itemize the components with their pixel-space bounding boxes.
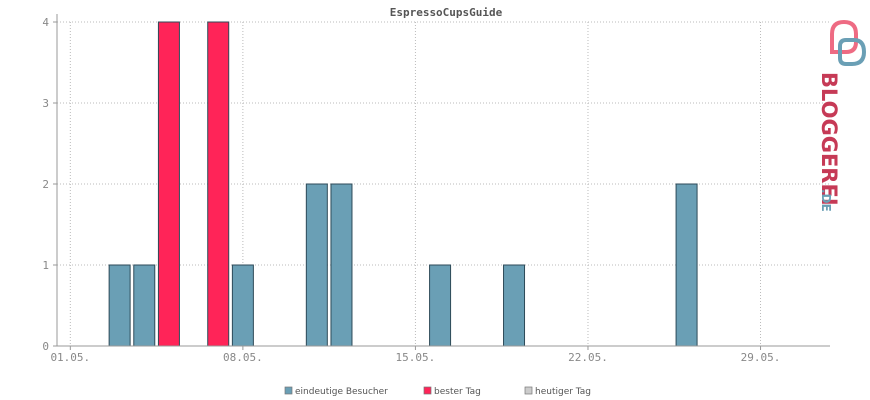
bar-unique-visitors xyxy=(429,264,452,347)
logo-mark-icon xyxy=(830,19,858,54)
bar-unique-visitors xyxy=(330,183,353,347)
y-tick-label: 4 xyxy=(42,16,49,29)
bar-unique-visitors xyxy=(108,264,131,347)
bar-best-day xyxy=(157,21,180,347)
legend-swatch xyxy=(284,386,293,395)
logo-suffix: .DE xyxy=(819,189,833,212)
x-tick-label: 29.05. xyxy=(741,351,781,364)
legend-swatch xyxy=(524,386,533,395)
legend-label: eindeutige Besucher xyxy=(295,387,388,397)
legend-label: heutiger Tag xyxy=(535,387,591,397)
legend-label: bester Tag xyxy=(434,387,481,397)
logo-text: BLOGGEREI xyxy=(817,72,841,206)
x-tick-label: 15.05. xyxy=(396,351,436,364)
axes: 0 1 2 3 4 01.05. 08.05. 15.05. 22.05. 29.05. xyxy=(42,14,830,364)
legend-swatch xyxy=(423,386,432,395)
bar-best-day xyxy=(207,21,230,347)
y-tick-label: 3 xyxy=(42,97,49,110)
bars xyxy=(108,21,698,347)
x-tick-label: 22.05. xyxy=(568,351,608,364)
bar-unique-visitors xyxy=(133,264,156,347)
legend: eindeutige Besucher bester Tag heutiger Ta… xyxy=(284,386,591,397)
bar-unique-visitors xyxy=(503,264,526,347)
bar-unique-visitors xyxy=(675,183,698,347)
x-tick-label: 01.05. xyxy=(50,351,90,364)
bloggerei-logo: BLOGGEREI .DE xyxy=(817,19,867,212)
x-tick-label: 08.05. xyxy=(223,351,263,364)
y-tick-label: 1 xyxy=(42,259,49,272)
logo-mark-secondary-icon xyxy=(838,38,867,66)
chart-title: EspressoCupsGuide xyxy=(390,6,503,19)
y-tick-label: 2 xyxy=(42,178,49,191)
y-tick-label: 0 xyxy=(42,340,49,353)
bar-unique-visitors xyxy=(305,183,328,347)
bar-unique-visitors xyxy=(231,264,254,347)
